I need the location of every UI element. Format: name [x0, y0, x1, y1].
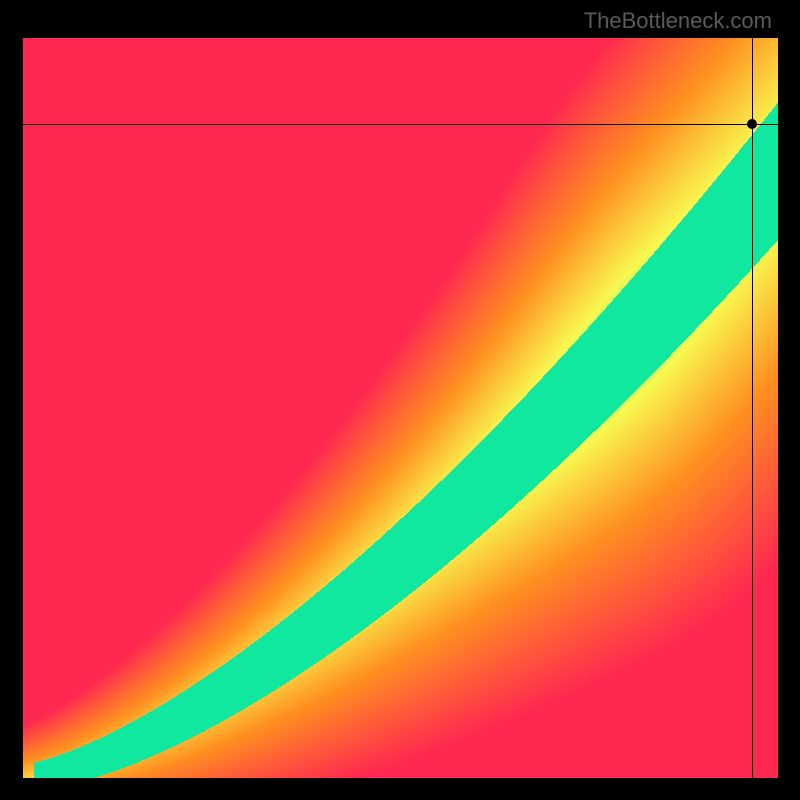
watermark-text: TheBottleneck.com: [584, 8, 772, 34]
crosshair-vertical: [752, 38, 753, 778]
heatmap-canvas: [23, 38, 778, 778]
crosshair-horizontal: [23, 124, 778, 125]
heatmap-chart: [23, 38, 778, 778]
crosshair-marker-dot: [747, 119, 757, 129]
